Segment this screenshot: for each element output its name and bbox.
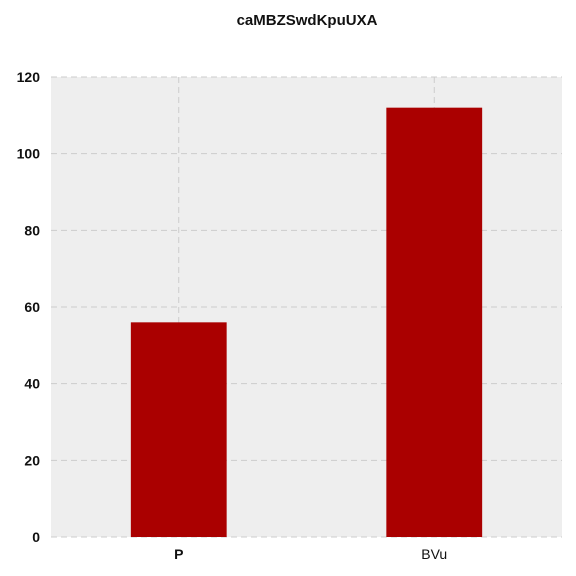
y-tick-label: 0: [32, 529, 40, 545]
bar-p: [130, 322, 227, 537]
x-tick-label: BVu: [421, 546, 447, 562]
y-tick-label: 80: [24, 222, 40, 238]
bar-bvu: [386, 107, 483, 538]
y-tick-label: 60: [24, 299, 40, 315]
y-tick-label: 40: [24, 376, 40, 392]
y-axis-ticks: 0 20 40 60 80 100 120: [17, 69, 41, 545]
x-tick-label: P: [174, 546, 183, 562]
y-tick-label: 20: [24, 452, 40, 468]
y-tick-label: 100: [17, 146, 41, 162]
y-tick-label: 120: [17, 69, 41, 85]
chart-title: caMBZSwdKpuUXA: [237, 12, 378, 29]
bars: [130, 107, 483, 538]
x-axis-ticks: P BVu: [174, 546, 447, 562]
